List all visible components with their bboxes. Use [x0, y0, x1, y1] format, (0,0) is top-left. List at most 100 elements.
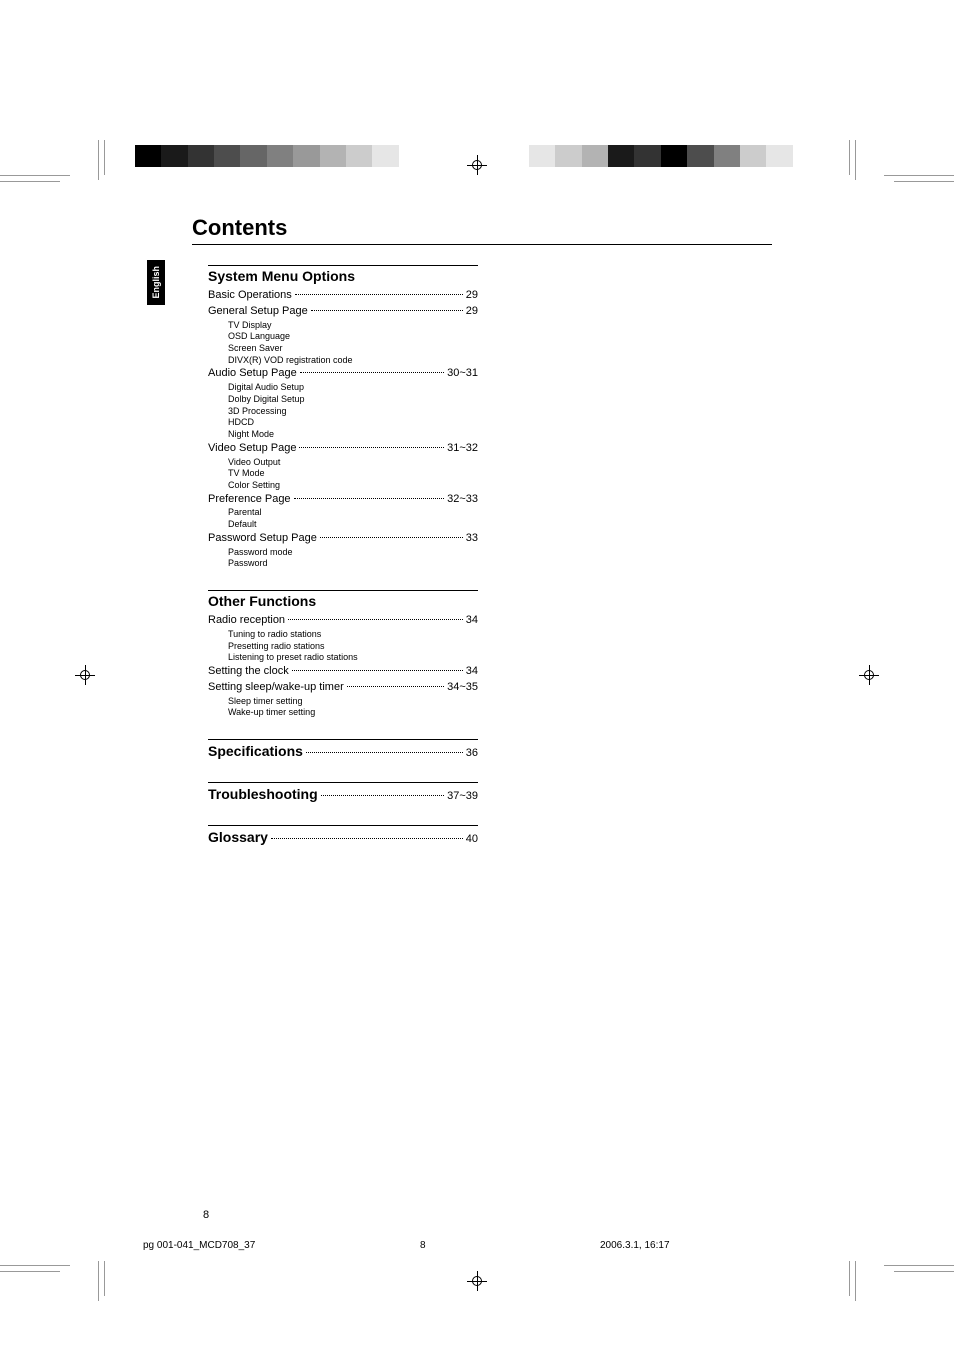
toc-subentry: TV Display: [228, 320, 478, 332]
toc-label: Video Setup Page: [208, 441, 296, 456]
toc-subentry: HDCD: [228, 417, 478, 429]
toc-dots: [294, 498, 445, 499]
registration-mark: [75, 665, 95, 685]
crop-mark: [884, 1265, 954, 1266]
color-bar-left: [135, 145, 425, 167]
footer-center: 8: [420, 1240, 426, 1251]
registration-mark: [467, 1271, 487, 1291]
color-block: [240, 145, 266, 167]
toc-subentry: 3D Processing: [228, 406, 478, 418]
registration-mark: [467, 155, 487, 175]
toc-entry: Setting the clock34: [208, 664, 478, 679]
color-block: [372, 145, 398, 167]
toc-dots: [311, 310, 463, 311]
crop-mark: [98, 1261, 99, 1301]
toc-dots: [306, 752, 463, 753]
toc-subentry: Color Setting: [228, 480, 478, 492]
crop-mark: [894, 181, 954, 182]
toc-entry: Video Setup Page 31~32: [208, 441, 478, 456]
color-block: [529, 145, 555, 167]
registration-mark: [859, 665, 879, 685]
toc-label: Troubleshooting: [208, 785, 318, 804]
section-rule: [208, 739, 478, 740]
toc-entry: Basic Operations29: [208, 288, 478, 303]
toc-subentry: Screen Saver: [228, 343, 478, 355]
toc-dots: [271, 838, 463, 839]
toc-subentry: Parental: [228, 507, 478, 519]
toc-subentry: Default: [228, 519, 478, 531]
toc-entry: Troubleshooting 37~39: [208, 785, 478, 804]
toc-subentry: OSD Language: [228, 331, 478, 343]
color-block: [135, 145, 161, 167]
color-block: [766, 145, 792, 167]
toc-dots: [288, 619, 463, 620]
crop-mark: [0, 1271, 60, 1272]
crop-mark: [849, 140, 850, 175]
toc-subentry: Presetting radio stations: [228, 641, 478, 653]
toc-dots: [295, 294, 463, 295]
footer-right: 2006.3.1, 16:17: [600, 1240, 670, 1251]
color-block: [293, 145, 319, 167]
toc-subentry: Tuning to radio stations: [228, 629, 478, 641]
toc-page: 33: [466, 531, 478, 546]
crop-mark: [0, 181, 60, 182]
toc-entry: Setting sleep/wake-up timer 34~35: [208, 680, 478, 695]
toc-entry: Password Setup Page 33: [208, 531, 478, 546]
color-block: [793, 145, 819, 167]
toc-subentry: Night Mode: [228, 429, 478, 441]
contents-body: System Menu OptionsBasic Operations29Gen…: [208, 265, 478, 847]
toc-dots: [320, 537, 463, 538]
crop-mark: [849, 1261, 850, 1296]
toc-subentry: Video Output: [228, 457, 478, 469]
section-rule: [208, 265, 478, 266]
footer-left: pg 001-041_MCD708_37: [143, 1240, 255, 1251]
toc-label: Specifications: [208, 742, 303, 761]
crop-mark: [98, 140, 99, 180]
toc-page: 29: [466, 304, 478, 319]
toc-subentry: Password: [228, 558, 478, 570]
color-block: [214, 145, 240, 167]
toc-dots: [292, 670, 463, 671]
toc-entry: Preference Page32~33: [208, 492, 478, 507]
toc-page: 37~39: [447, 789, 478, 804]
toc-subentry: TV Mode: [228, 468, 478, 480]
toc-label: Preference Page: [208, 492, 291, 507]
language-tab-label: English: [151, 266, 161, 299]
crop-mark: [884, 175, 954, 176]
toc-page: 31~32: [447, 441, 478, 456]
color-block: [320, 145, 346, 167]
section-rule: [208, 825, 478, 826]
toc-subentry: Password mode: [228, 547, 478, 559]
color-bar-right: [529, 145, 819, 167]
toc-entry: Audio Setup Page30~31: [208, 366, 478, 381]
toc-label: Radio reception: [208, 613, 285, 628]
page-number: 8: [203, 1209, 209, 1221]
page-title: Contents: [192, 215, 772, 241]
color-block: [661, 145, 687, 167]
toc-subentry: Sleep timer setting: [228, 696, 478, 708]
toc-label: Setting the clock: [208, 664, 289, 679]
crop-mark: [855, 1261, 856, 1301]
toc-label: Glossary: [208, 828, 268, 847]
section-rule: [208, 590, 478, 591]
toc-subentry: Wake-up timer setting: [228, 707, 478, 719]
language-tab: English: [147, 260, 165, 305]
toc-page: 34: [466, 613, 478, 628]
toc-page: 40: [466, 832, 478, 847]
color-block: [740, 145, 766, 167]
color-block: [634, 145, 660, 167]
color-block: [687, 145, 713, 167]
toc-subentry: Digital Audio Setup: [228, 382, 478, 394]
crop-mark: [104, 1261, 105, 1296]
title-underline: [192, 244, 772, 245]
toc-page: 30~31: [447, 366, 478, 381]
toc-label: Setting sleep/wake-up timer: [208, 680, 344, 695]
toc-entry: General Setup Page29: [208, 304, 478, 319]
color-block: [608, 145, 634, 167]
page-content: Contents System Menu OptionsBasic Operat…: [192, 215, 772, 848]
toc-page: 34~35: [447, 680, 478, 695]
color-block: [161, 145, 187, 167]
toc-entry: Specifications36: [208, 742, 478, 761]
toc-subentry: DIVX(R) VOD registration code: [228, 355, 478, 367]
toc-label: Password Setup Page: [208, 531, 317, 546]
